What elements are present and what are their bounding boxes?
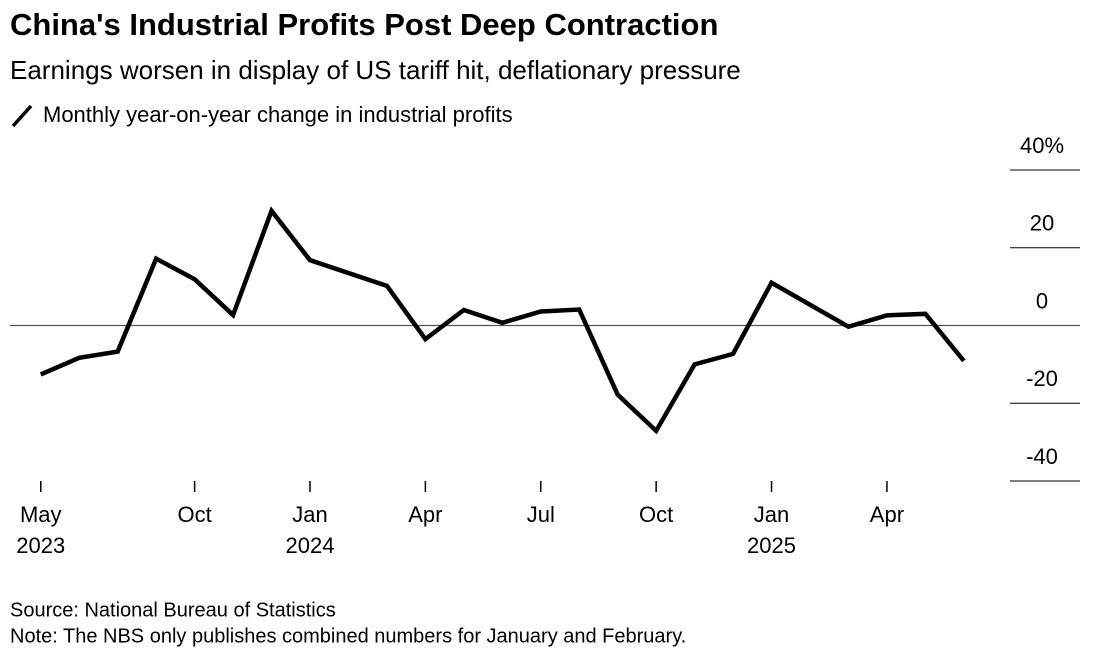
y-tick-label: -20 xyxy=(1026,366,1058,391)
x-tick-label: Oct xyxy=(177,502,211,527)
x-tick-label: Apr xyxy=(408,502,442,527)
x-tick-year: 2023 xyxy=(16,533,65,558)
y-tick-label: 0 xyxy=(1036,288,1048,313)
series-line xyxy=(39,206,966,435)
x-tick-label: Oct xyxy=(639,502,673,527)
y-tick-label: 20 xyxy=(1030,211,1054,236)
y-tick-label: 40% xyxy=(1020,133,1064,158)
chart-subtitle: Earnings worsen in display of US tariff … xyxy=(10,55,741,85)
x-tick-label: Apr xyxy=(870,502,904,527)
chart-title: China's Industrial Profits Post Deep Con… xyxy=(10,7,718,42)
note: Note: The NBS only publishes combined nu… xyxy=(10,625,686,647)
legend-icon xyxy=(11,104,33,128)
x-tick-label: Jan xyxy=(292,502,327,527)
x-tick-label: May xyxy=(20,502,62,527)
source: Source: National Bureau of Statistics xyxy=(10,599,336,621)
x-tick-label: Jan xyxy=(754,502,789,527)
x-tick-label: Jul xyxy=(527,502,555,527)
legend-label: Monthly year-on-year change in industria… xyxy=(43,102,513,127)
x-tick-year: 2025 xyxy=(747,533,796,558)
y-tick-label: -40 xyxy=(1026,444,1058,469)
x-tick-year: 2024 xyxy=(286,533,335,558)
